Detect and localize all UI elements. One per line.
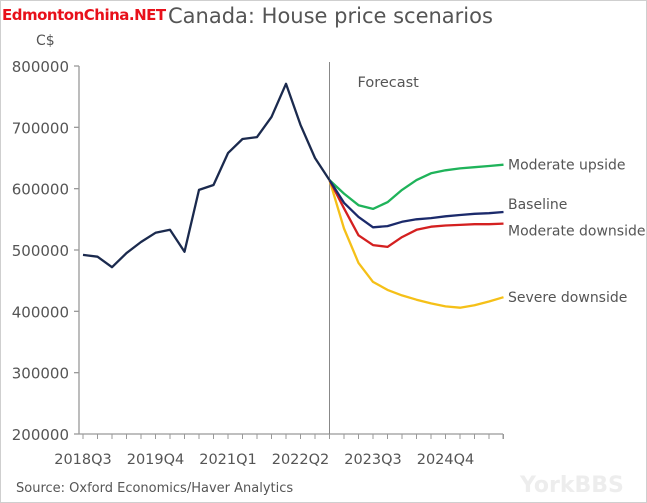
y-tick-label: 500000 (12, 242, 69, 260)
y-tick-label: 400000 (12, 303, 69, 321)
x-tick-label: 2023Q3 (344, 452, 402, 468)
forecast-label: Forecast (358, 75, 420, 91)
series-line-moderate-downside (328, 179, 504, 249)
series-label: Moderate upside (508, 158, 625, 174)
series-label: Baseline (508, 197, 567, 213)
x-tick-label: 2024Q4 (417, 452, 475, 468)
y-tick-label: 600000 (12, 181, 69, 199)
chart-title: Canada: House price scenarios (168, 4, 493, 28)
watermark-yorkbbs: YorkBBS (520, 473, 624, 498)
series-line-severe-downside (328, 179, 504, 309)
history-line (82, 82, 331, 269)
x-tick-label: 2018Q3 (54, 452, 112, 468)
y-tick-label: 200000 (12, 426, 69, 444)
series-label: Moderate downside (508, 224, 646, 240)
series-line-moderate-upside (328, 163, 504, 211)
y-tick-label: 800000 (12, 58, 69, 76)
y-tick-label: 700000 (12, 119, 69, 137)
series-line-baseline (328, 179, 504, 229)
series-label: Severe downside (508, 290, 627, 306)
y-axis-unit: C$ (36, 33, 55, 49)
y-tick-label: 300000 (12, 365, 69, 383)
source-note: Source: Oxford Economics/Haver Analytics (16, 481, 294, 496)
x-tick-label: 2019Q4 (127, 452, 185, 468)
x-tick-label: 2022Q2 (272, 452, 330, 468)
x-tick-label: 2021Q1 (199, 452, 257, 468)
watermark-edmontonchina: EdmontonChina.NET (2, 6, 166, 24)
